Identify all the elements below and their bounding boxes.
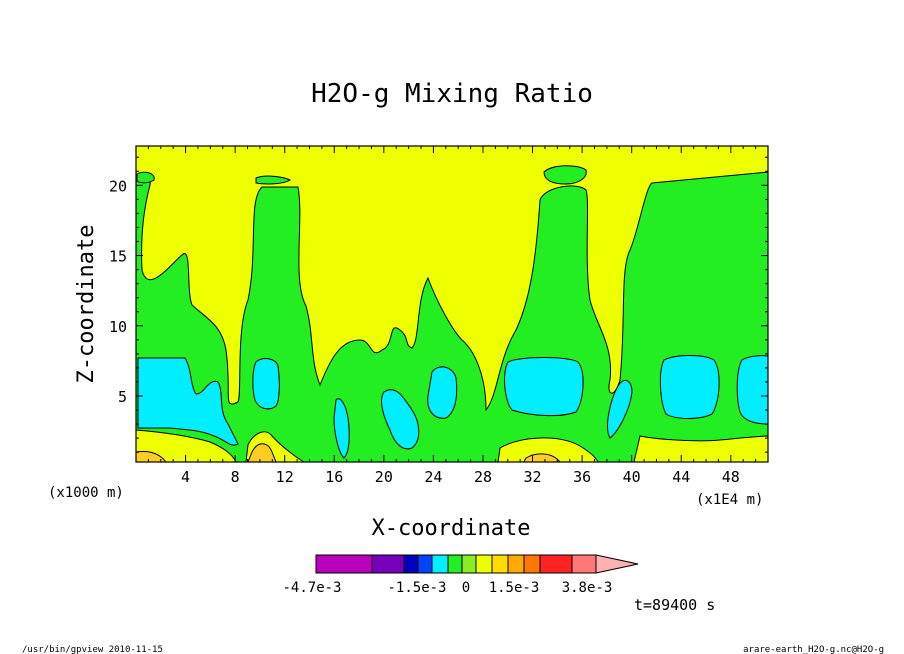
colorbar-segment xyxy=(539,554,573,574)
colorbar-segment xyxy=(447,554,463,574)
green-regions xyxy=(135,165,769,463)
colorbar-label-pos: 1.5e-3 xyxy=(489,580,540,596)
x-tick-label: 8 xyxy=(231,468,240,486)
colorbar-segment xyxy=(523,554,541,574)
x-tick-label: 24 xyxy=(424,468,442,486)
x-tick-label: 20 xyxy=(375,468,393,486)
x-tick-label: 16 xyxy=(325,468,343,486)
x-axis-label: X-coordinate xyxy=(372,516,531,541)
y-axis-label: Z-coordinate xyxy=(74,225,99,384)
contour-cyan-9 xyxy=(736,355,769,425)
x-tick-label: 44 xyxy=(672,468,690,486)
footer-right: arare-earth_H2O-g.nc@H2O-g xyxy=(743,645,884,654)
y-tick-label: 15 xyxy=(109,248,127,266)
contour-green-top-1 xyxy=(136,171,155,184)
colorbar-label-zero: 0 xyxy=(462,580,470,596)
contour-cyan-4 xyxy=(381,389,420,450)
contour-yellow-ground-1 xyxy=(135,429,237,463)
colorbar-labels: -4.7e-3 -1.5e-3 0 1.5e-3 3.8e-3 xyxy=(282,580,612,596)
contour-cyan-3 xyxy=(333,398,350,459)
contour-green-top-2 xyxy=(255,175,291,185)
colorbar-label-max: 3.8e-3 xyxy=(562,580,613,596)
time-label: t=89400 s xyxy=(634,596,715,614)
plot-area xyxy=(135,145,769,463)
contour-cyan-8 xyxy=(659,355,720,419)
x-tick-label: 4 xyxy=(181,468,190,486)
x-tick-label: 40 xyxy=(623,468,641,486)
x-axis-ticks: 4 8 12 16 20 24 28 32 36 40 44 48 xyxy=(147,146,757,486)
colorbar-segment xyxy=(371,554,405,574)
colorbar-segment xyxy=(491,554,509,574)
colorbar-segment xyxy=(403,554,419,574)
colorbar-segment xyxy=(571,554,597,574)
colorbar-label-min: -4.7e-3 xyxy=(282,580,341,596)
colorbar-segment xyxy=(475,554,493,574)
colorbar-segment xyxy=(417,554,433,574)
footer-left: /usr/bin/gpview 2010-11-15 xyxy=(22,645,163,654)
colorbar-segment xyxy=(315,554,373,574)
colorbar-segment xyxy=(431,554,449,574)
plot-frame xyxy=(135,145,769,463)
colorbar-arrow xyxy=(595,554,639,574)
y-tick-label: 10 xyxy=(109,318,127,336)
colorbar-segment xyxy=(507,554,525,574)
x-tick-label: 12 xyxy=(276,468,294,486)
contour-cyan-7 xyxy=(607,379,633,439)
y-tick-label: 5 xyxy=(118,388,127,406)
x-tick-label: 48 xyxy=(722,468,740,486)
x-tick-label: 36 xyxy=(573,468,591,486)
chart-title: H2O-g Mixing Ratio xyxy=(311,79,593,109)
y-tick-label: 20 xyxy=(109,177,127,195)
contour-orange-2 xyxy=(247,443,277,463)
contour-cyan-5 xyxy=(427,366,458,419)
contour-green-top-3 xyxy=(543,165,587,185)
colorbar-segment xyxy=(461,554,477,574)
x-unit-right: (x1E4 m) xyxy=(696,492,763,508)
cyan-regions xyxy=(137,355,769,459)
colorbar xyxy=(315,554,639,574)
contour-yellow-ground-3 xyxy=(497,437,599,463)
colorbar-label-neg: -1.5e-3 xyxy=(387,580,446,596)
x-unit-left: (x1000 m) xyxy=(48,485,124,501)
contour-cyan-2 xyxy=(252,358,280,410)
x-tick-label: 32 xyxy=(524,468,542,486)
contour-cyan-6 xyxy=(504,357,584,417)
x-tick-label: 28 xyxy=(474,468,492,486)
y-axis-ticks: 5 10 15 20 xyxy=(109,156,768,453)
contour-cyan-1 xyxy=(137,357,239,446)
contour-green-left xyxy=(135,171,769,463)
